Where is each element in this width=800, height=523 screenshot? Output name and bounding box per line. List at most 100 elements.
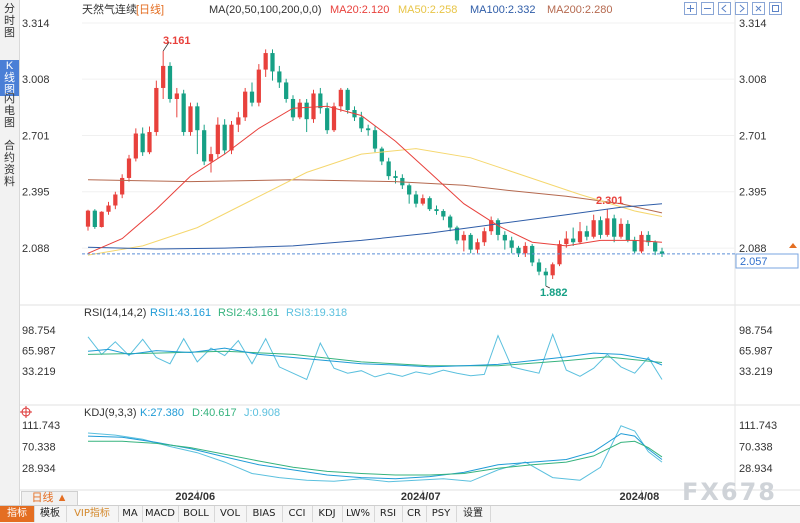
- period-button[interactable]: 日线 ▲: [21, 491, 78, 506]
- rsi-title: RSI(14,14,2): [84, 307, 146, 319]
- candle-body: [420, 198, 425, 204]
- reset-icon[interactable]: [752, 2, 765, 15]
- candle-body: [222, 124, 227, 151]
- candle-body: [120, 177, 125, 195]
- candle-body: [625, 223, 630, 241]
- candle-body: [174, 93, 179, 99]
- last-price-value: 2.057: [740, 256, 768, 268]
- price-tick-left: 2.701: [22, 131, 50, 143]
- indicator-tab-4[interactable]: MACD: [142, 506, 179, 522]
- kdj-tick-right: 70.338: [739, 441, 773, 453]
- indicator-tab-10[interactable]: LW%: [342, 506, 375, 522]
- price-tick-right: 2.395: [739, 187, 767, 199]
- rsi2-label: RSI2:43.161: [218, 307, 279, 319]
- candle-body: [133, 133, 138, 159]
- candle-body: [372, 130, 378, 149]
- candle-body: [584, 231, 589, 237]
- side-tab-2[interactable]: 闪电图: [4, 93, 15, 129]
- candle-body: [106, 205, 111, 212]
- candle-body: [195, 106, 200, 131]
- candle-body: [161, 65, 166, 88]
- price-tick-right: 2.088: [739, 243, 767, 255]
- price-tick-left: 3.314: [22, 18, 50, 30]
- indicator-tab-9[interactable]: KDJ: [312, 506, 343, 522]
- recent-high-annotation: 2.301: [596, 195, 624, 207]
- candle-body: [331, 106, 337, 131]
- zoom-in-icon[interactable]: [684, 2, 697, 15]
- price-tick-left: 3.008: [22, 74, 50, 86]
- indicator-tab-11[interactable]: RSI: [374, 506, 403, 522]
- price-tick-right: 2.701: [739, 131, 767, 143]
- candle-body: [632, 240, 637, 252]
- side-tab-0[interactable]: 分时图: [4, 3, 15, 39]
- j-line: [87, 425, 663, 483]
- rsi-tick-right: 33.219: [739, 366, 773, 378]
- high-marker: [162, 41, 170, 52]
- rsi-tick-right: 65.987: [739, 346, 773, 358]
- candle-body: [345, 89, 350, 110]
- zoom-out-icon[interactable]: [701, 2, 714, 15]
- candle-body: [441, 211, 446, 217]
- candle-body: [461, 234, 466, 241]
- k-line: [87, 433, 663, 480]
- kdj-tick-left: 28.934: [22, 463, 56, 475]
- candle-body: [618, 223, 624, 237]
- price-pane: [82, 41, 735, 289]
- candle-body: [154, 87, 159, 133]
- candle-body: [318, 93, 323, 109]
- rsi-tick-left: 65.987: [22, 346, 56, 358]
- indicator-tab-2[interactable]: VIP指标: [66, 506, 119, 522]
- scroll-up-icon[interactable]: [789, 243, 797, 248]
- candle-body: [85, 210, 91, 227]
- candle-body: [208, 154, 214, 162]
- candle-body: [591, 220, 596, 237]
- indicator-tab-13[interactable]: PSY: [426, 506, 457, 522]
- ma50-line: [87, 148, 663, 256]
- indicator-tab-3[interactable]: MA: [118, 506, 143, 522]
- ma20-line: [87, 105, 663, 254]
- candle-body: [256, 69, 261, 103]
- indicator-tab-1[interactable]: 模板: [34, 506, 67, 522]
- high-annotation: 3.161: [163, 35, 191, 47]
- last-price-tag: 2.057: [735, 253, 799, 269]
- indicator-tab-0[interactable]: 指标: [0, 506, 35, 522]
- rsi1-line: [87, 347, 663, 368]
- indicator-tab-7[interactable]: BIAS: [246, 506, 283, 522]
- candle-body: [509, 240, 514, 248]
- side-tab-3[interactable]: 合约资料: [4, 140, 15, 188]
- rsi-tick-right: 98.754: [739, 325, 773, 337]
- candle-body: [297, 102, 302, 118]
- candle-body: [598, 220, 603, 235]
- symbol-title: 天然气连续: [82, 2, 137, 16]
- kline-chart[interactable]: 3.314 3.314 3.008 3.008 2.701 2.701 2.395 2.395…: [0, 0, 800, 505]
- indicator-tab-14[interactable]: 设置: [456, 506, 491, 522]
- move-right-icon[interactable]: [735, 2, 748, 15]
- candle-body: [393, 176, 398, 178]
- fullscreen-icon[interactable]: [769, 2, 782, 15]
- candle-body: [304, 102, 309, 120]
- kdj-title: KDJ(9,3,3): [84, 407, 137, 419]
- kdj-tick-left: 111.743: [22, 420, 60, 432]
- d-line: [88, 440, 663, 476]
- candle-body: [338, 89, 343, 107]
- move-left-icon[interactable]: [718, 2, 731, 15]
- indicator-tab-8[interactable]: CCI: [282, 506, 313, 522]
- candle-body: [571, 238, 576, 243]
- rsi-tick-left: 98.754: [22, 325, 56, 337]
- rsi-tick-left: 33.219: [22, 366, 56, 378]
- indicator-tab-5[interactable]: BOLL: [178, 506, 215, 522]
- indicator-tab-bar: 指标 模板 VIP指标 MA MACD BOLL VOL BIAS CCI KDJ LW% RSI CR…: [0, 505, 800, 523]
- x-tick-label: 2024/06: [175, 491, 215, 503]
- x-tick-label: 2024/07: [401, 491, 441, 503]
- candle-body: [413, 194, 419, 204]
- ma200-label: MA200:2.280: [547, 4, 612, 16]
- candle-body: [270, 53, 275, 72]
- candle-body: [564, 238, 569, 245]
- candle-body: [167, 65, 173, 99]
- ma-params-label: MA(20,50,100,200,0,0): [209, 4, 322, 16]
- d-label: D:40.617: [192, 407, 237, 419]
- indicator-tab-12[interactable]: CR: [402, 506, 427, 522]
- crosshair-icon[interactable]: [20, 406, 32, 418]
- indicator-tab-6[interactable]: VOL: [214, 506, 247, 522]
